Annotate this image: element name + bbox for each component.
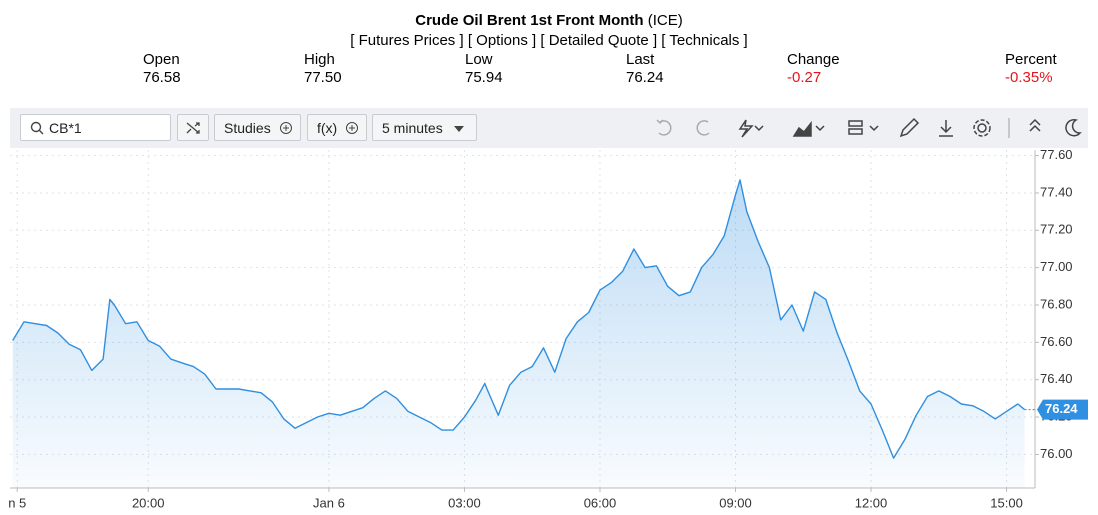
last-price-badge bbox=[1037, 399, 1088, 420]
stat-label: Last bbox=[626, 51, 655, 68]
title: Crude Oil Brent 1st Front Month bbox=[415, 12, 644, 29]
x-tick-label: 03:00 bbox=[448, 495, 481, 510]
y-tick-label: 76.60 bbox=[1040, 334, 1073, 349]
x-tick-label: 06:00 bbox=[584, 495, 617, 510]
studies-button[interactable]: Studies bbox=[214, 114, 301, 141]
exchange: (ICE) bbox=[647, 12, 683, 29]
stat: High 77.50 bbox=[304, 51, 342, 87]
stat-value: 75.94 bbox=[465, 69, 503, 86]
stat-label: Change bbox=[787, 51, 840, 68]
stat-label: Percent bbox=[1005, 51, 1057, 68]
quote-links: [ Futures Prices ] [ Options ] [ Detaile… bbox=[0, 32, 1098, 49]
undo-arrow bbox=[656, 119, 664, 125]
caret bbox=[754, 125, 764, 132]
y-tick-label: 77.60 bbox=[1040, 147, 1073, 162]
draw-icon[interactable] bbox=[899, 117, 920, 138]
stat: Percent -0.35% bbox=[1005, 51, 1057, 87]
theme-icon[interactable] bbox=[1065, 118, 1082, 137]
stat-label: High bbox=[304, 51, 335, 68]
shuffle-icon bbox=[186, 122, 200, 134]
interval: 5 minutes bbox=[382, 120, 443, 136]
stat: Open 76.58 bbox=[143, 51, 181, 87]
stat-value: -0.35% bbox=[1005, 69, 1053, 86]
functions: f(x) bbox=[317, 120, 338, 136]
layout-icon bbox=[848, 128, 863, 135]
chart-type-icon[interactable] bbox=[792, 120, 812, 137]
y-tick-label: 77.00 bbox=[1040, 259, 1073, 274]
x-tick-label: 09:00 bbox=[719, 495, 752, 510]
x-tick-label: n 5 bbox=[8, 495, 26, 510]
plus-icon bbox=[346, 122, 358, 134]
plus-icon bbox=[280, 122, 292, 134]
stat-value: -0.27 bbox=[787, 69, 822, 86]
x-tick-label: 15:00 bbox=[990, 495, 1023, 510]
stat-value: 76.58 bbox=[143, 69, 181, 86]
redo-icon[interactable] bbox=[696, 120, 710, 136]
x-tick-label: 20:00 bbox=[132, 495, 165, 510]
y-tick-label: 77.40 bbox=[1040, 184, 1073, 199]
stat: Last 76.24 bbox=[626, 51, 664, 87]
studies: Studies bbox=[224, 120, 271, 136]
y-tick-label: 76.40 bbox=[1040, 371, 1073, 386]
y-tick-label: 76.00 bbox=[1040, 446, 1073, 461]
symbol: CB*1 bbox=[49, 120, 82, 136]
interval-select[interactable]: 5 minutes bbox=[372, 114, 477, 141]
stat-value: 77.50 bbox=[304, 69, 342, 86]
x-tick-label: 12:00 bbox=[855, 495, 888, 510]
link[interactable]: [ Options ] bbox=[467, 32, 537, 49]
settings-icon[interactable] bbox=[977, 123, 987, 133]
last-price-label: 76.24 bbox=[1045, 401, 1078, 416]
link[interactable]: [ Technicals ] bbox=[661, 32, 748, 49]
toolbar-icons bbox=[656, 117, 1082, 138]
link[interactable]: [ Futures Prices ] bbox=[350, 32, 464, 49]
x-tick-label: Jan 6 bbox=[313, 495, 345, 510]
collapse-icon[interactable] bbox=[1029, 118, 1041, 132]
link[interactable]: [ Detailed Quote ] bbox=[540, 32, 658, 49]
y-tick-label: 77.20 bbox=[1040, 222, 1073, 237]
area bbox=[12, 179, 1025, 488]
caret bbox=[815, 125, 825, 132]
stat: Low 75.94 bbox=[465, 51, 503, 87]
stat-value: 76.24 bbox=[626, 69, 664, 86]
layout-icon[interactable] bbox=[848, 120, 863, 127]
caret bbox=[869, 125, 879, 132]
flash-icon[interactable] bbox=[738, 119, 754, 138]
functions-button[interactable]: f(x) bbox=[307, 114, 367, 141]
stat-label: Open bbox=[143, 51, 180, 68]
caret bbox=[454, 126, 464, 132]
stat-label: Low bbox=[465, 51, 493, 68]
settings-gear bbox=[973, 119, 991, 137]
compare-button[interactable] bbox=[177, 114, 209, 141]
price-line bbox=[12, 179, 1026, 459]
symbol-input[interactable]: CB*1 bbox=[20, 114, 171, 141]
stat: Change -0.27 bbox=[787, 51, 840, 87]
quote-title: Crude Oil Brent 1st Front Month (ICE) bbox=[0, 12, 1098, 29]
y-tick-label: 76.80 bbox=[1040, 296, 1073, 311]
download-icon[interactable] bbox=[939, 120, 953, 137]
undo-icon[interactable] bbox=[658, 120, 672, 136]
toolbar: CB*1 Studies f(x) 5 minutes bbox=[10, 108, 1088, 148]
search-icon bbox=[30, 121, 44, 135]
